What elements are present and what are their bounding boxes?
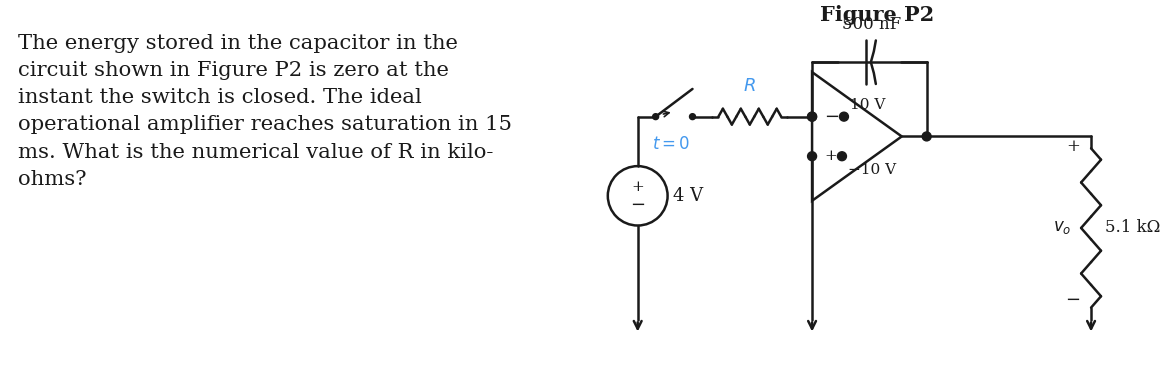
Circle shape bbox=[807, 152, 817, 161]
Text: 5.1 kΩ: 5.1 kΩ bbox=[1104, 220, 1161, 237]
Circle shape bbox=[807, 112, 817, 121]
Circle shape bbox=[652, 114, 659, 120]
Text: −: − bbox=[824, 108, 839, 126]
Text: −: − bbox=[1066, 291, 1081, 309]
Text: +: + bbox=[631, 180, 644, 194]
Text: Figure P2: Figure P2 bbox=[820, 4, 934, 25]
Text: $v_o$: $v_o$ bbox=[1053, 220, 1072, 237]
Text: −: − bbox=[630, 196, 645, 214]
Text: −10 V: −10 V bbox=[848, 163, 897, 177]
Text: 10 V: 10 V bbox=[850, 98, 885, 112]
Circle shape bbox=[807, 112, 817, 121]
Text: +: + bbox=[824, 149, 837, 163]
Text: $t = 0$: $t = 0$ bbox=[652, 137, 691, 154]
Text: +: + bbox=[1066, 138, 1080, 155]
Circle shape bbox=[690, 114, 696, 120]
Text: The energy stored in the capacitor in the
circuit shown in Figure P2 is zero at : The energy stored in the capacitor in th… bbox=[18, 34, 512, 189]
Text: $R$: $R$ bbox=[744, 77, 757, 95]
Circle shape bbox=[922, 132, 931, 141]
Circle shape bbox=[839, 112, 848, 121]
Circle shape bbox=[838, 152, 846, 161]
Text: 4 V: 4 V bbox=[672, 187, 703, 205]
Text: 500 nF: 500 nF bbox=[841, 15, 901, 32]
